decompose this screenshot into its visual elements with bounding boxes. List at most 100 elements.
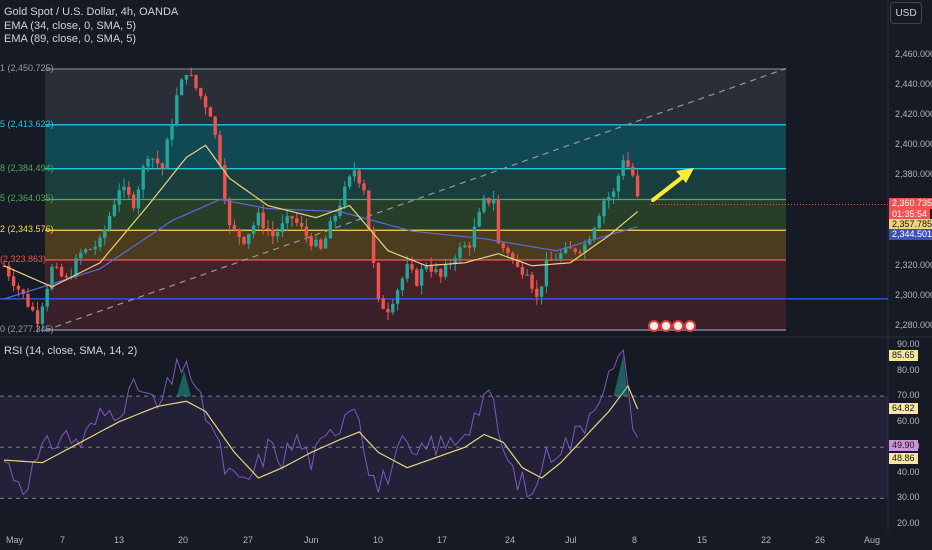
candle-body [511,253,515,259]
time-axis-tick: 26 [815,535,826,545]
time-axis-tick: May [6,535,24,545]
candle-body [429,265,433,272]
candle-body [227,200,232,226]
rsi-axis-tick: 70.00 [897,390,920,401]
candle-body [400,278,405,291]
candle-body [213,116,217,135]
candle-body [45,289,49,307]
candle-body [256,212,261,226]
candle-body [496,199,501,244]
candle-body [343,186,347,206]
candle-body [203,96,208,108]
candle-body [371,230,376,263]
rsi-axis-tick: 60.00 [897,415,920,426]
time-axis-tick: 27 [243,535,254,545]
candle-body [554,259,558,261]
price-axis-tick: 2,380.000 [895,169,932,180]
ema34-line [3,144,638,288]
candle-body [271,229,275,237]
time-axis-tick: Aug [864,535,881,545]
ema89-line [3,198,638,300]
candle-body [626,160,630,167]
time-axis-tick: 8 [632,535,638,545]
candle-body [611,191,616,198]
price-axis-tick: 2,420.000 [895,109,932,120]
price-axis-tick: 2,300.000 [895,289,932,300]
price-axis-tick: 2,400.000 [895,139,932,150]
candle-body [587,239,592,245]
fib-level-label: 2 (2,343.576) [0,224,54,235]
candle-body [146,158,150,167]
candle-body [362,183,366,191]
candle-body [434,269,438,272]
candle-body [16,285,21,290]
candle-body [515,258,520,267]
rsi-line [3,348,639,498]
candle-body [491,199,496,204]
price-axis-tick: 2,280.000 [895,320,932,330]
candle-body [395,290,400,304]
price-tag-countdown: 01:35:54 [889,209,931,221]
candle-body [333,215,337,222]
candle-body [107,215,112,230]
candle-body [21,289,25,294]
candle-body [223,165,227,201]
candle-body [506,248,510,254]
candle-body [443,264,448,277]
rsi-axis-tick: 40.00 [897,466,920,477]
candle-body [376,262,381,299]
ema89-legend[interactable]: EMA (89, close, 0, SMA, 5) [4,33,137,45]
candle-body [170,124,174,140]
candle-body [117,190,121,205]
candle-body [40,306,45,324]
candle-body [194,75,198,89]
candle-body [559,253,563,260]
candle-body [352,170,357,177]
candle-body [357,170,361,184]
candle-body [93,246,97,250]
price-axis-tick: 2,320.000 [895,259,932,270]
rsi-ma-line [3,384,639,479]
symbol-legend[interactable]: Gold Spot / U.S. Dollar, 4h, OANDA [4,6,179,18]
candle-body [74,258,78,277]
time-axis-tick: 15 [697,535,708,545]
candle-body [583,244,587,253]
candle-body [482,197,486,212]
candle-body [602,200,606,217]
ema34-legend[interactable]: EMA (34, close, 0, SMA, 5) [4,20,137,32]
fib-level-label: 0 (2,277.345) [0,323,54,334]
candle-body [189,75,193,77]
candle-body [530,274,534,289]
rsi-legend[interactable]: RSI (14, close, SMA, 14, 2) [4,345,138,357]
currency-button[interactable]: USD [890,2,922,24]
candle-body [453,258,457,264]
arrow-shaft [651,174,686,202]
candle-body [487,197,491,204]
candle-body [319,239,323,249]
candle-body [251,225,256,235]
rsi-axis-tick: 20.00 [897,518,920,528]
candle-body [136,189,141,209]
candle-body [232,225,237,230]
price-axis-tick: 2,460.000 [895,49,932,59]
candle-body [458,247,462,259]
candle-body [568,247,573,249]
candle-body [237,229,241,237]
candle-body [218,134,222,166]
price-tag-ema34: 2,357.785 [889,218,932,230]
candle-body [26,293,30,307]
candle-body [477,211,481,227]
candle-body [415,269,419,286]
candle-body [621,160,625,176]
candle-body [563,247,568,254]
trend-line [44,67,787,332]
economic-event-icon [648,320,660,332]
price-axis-tick: 2,440.000 [895,79,932,90]
candle-body [131,194,136,209]
fib-level-label: 1 (2,450.725) [0,62,54,73]
rsi-tag-low: 48.86 [889,453,918,465]
fib-level-label: 8 (2,384.494) [0,162,54,173]
candle-body [631,166,635,176]
candle-body [299,222,304,227]
